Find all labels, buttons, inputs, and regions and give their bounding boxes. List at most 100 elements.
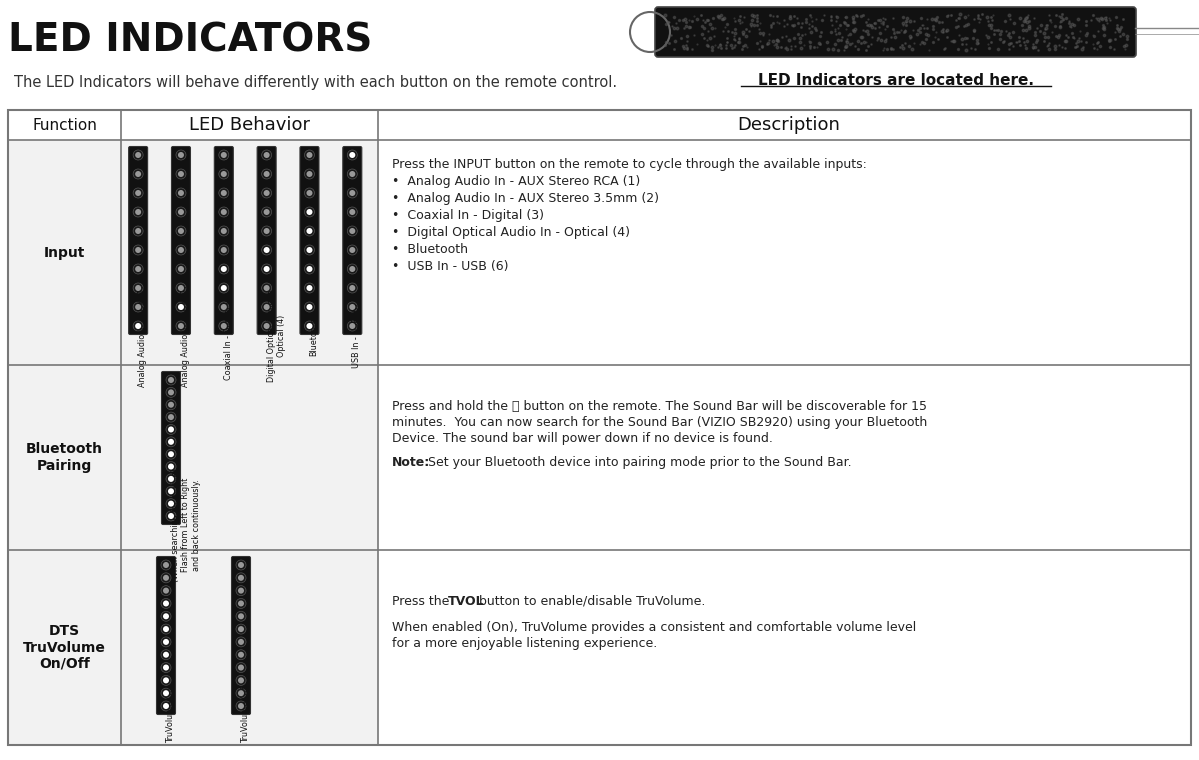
Circle shape: [163, 613, 169, 619]
Circle shape: [349, 285, 355, 291]
Circle shape: [305, 188, 314, 198]
Circle shape: [264, 190, 270, 196]
Circle shape: [133, 321, 143, 331]
Circle shape: [237, 677, 245, 683]
Circle shape: [168, 476, 174, 482]
Circle shape: [307, 190, 313, 196]
Text: Press and hold the ⎎ button on the remote. The Sound Bar will be discoverable fo: Press and hold the ⎎ button on the remot…: [392, 400, 927, 413]
Circle shape: [221, 247, 227, 253]
Circle shape: [307, 304, 313, 310]
Circle shape: [307, 209, 313, 215]
Circle shape: [307, 171, 313, 177]
Circle shape: [349, 228, 355, 234]
FancyBboxPatch shape: [343, 147, 362, 334]
Circle shape: [168, 402, 174, 407]
Text: •  Coaxial In - Digital (3): • Coaxial In - Digital (3): [392, 209, 544, 222]
Circle shape: [264, 285, 270, 291]
Circle shape: [163, 562, 169, 568]
Circle shape: [161, 650, 171, 660]
Circle shape: [221, 285, 227, 291]
Circle shape: [135, 304, 141, 310]
Circle shape: [163, 664, 169, 670]
Circle shape: [237, 652, 245, 657]
Circle shape: [305, 245, 314, 255]
Text: •  USB In - USB (6): • USB In - USB (6): [392, 260, 508, 273]
Circle shape: [176, 207, 186, 217]
FancyBboxPatch shape: [300, 147, 319, 334]
Circle shape: [165, 499, 176, 508]
FancyBboxPatch shape: [215, 147, 234, 334]
FancyBboxPatch shape: [157, 556, 175, 714]
Circle shape: [133, 226, 143, 236]
Text: TruVolume On: TruVolume On: [165, 687, 175, 743]
Circle shape: [349, 323, 355, 329]
Circle shape: [307, 285, 313, 291]
Circle shape: [168, 513, 174, 519]
FancyBboxPatch shape: [257, 147, 276, 334]
Text: for a more enjoyable listening experience.: for a more enjoyable listening experienc…: [392, 637, 657, 650]
Circle shape: [348, 264, 357, 274]
Circle shape: [176, 302, 186, 312]
Circle shape: [165, 449, 176, 459]
Circle shape: [161, 560, 171, 570]
Circle shape: [177, 304, 183, 310]
Circle shape: [177, 266, 183, 272]
Circle shape: [168, 501, 174, 507]
Circle shape: [168, 464, 174, 470]
Circle shape: [135, 323, 141, 329]
Circle shape: [237, 613, 245, 619]
Circle shape: [261, 283, 272, 293]
Circle shape: [261, 245, 272, 255]
Circle shape: [221, 266, 227, 272]
Circle shape: [221, 190, 227, 196]
Circle shape: [176, 226, 186, 236]
Circle shape: [161, 624, 171, 634]
Circle shape: [261, 169, 272, 179]
Bar: [8, 365, 378, 550]
Circle shape: [177, 171, 183, 177]
Circle shape: [349, 209, 355, 215]
Circle shape: [218, 283, 229, 293]
Text: USB In - USB (6): USB In - USB (6): [353, 304, 361, 369]
Circle shape: [161, 598, 171, 609]
Circle shape: [161, 611, 171, 621]
Circle shape: [236, 676, 246, 686]
Circle shape: [133, 188, 143, 198]
Circle shape: [176, 245, 186, 255]
Circle shape: [165, 375, 176, 385]
Circle shape: [348, 207, 357, 217]
Circle shape: [133, 169, 143, 179]
Circle shape: [133, 302, 143, 312]
Circle shape: [177, 209, 183, 215]
Circle shape: [236, 689, 246, 698]
Circle shape: [349, 247, 355, 253]
Circle shape: [221, 152, 227, 158]
Circle shape: [236, 624, 246, 634]
Circle shape: [305, 264, 314, 274]
Circle shape: [348, 188, 357, 198]
Circle shape: [348, 283, 357, 293]
FancyBboxPatch shape: [655, 7, 1135, 57]
Circle shape: [307, 266, 313, 272]
Circle shape: [177, 190, 183, 196]
Circle shape: [135, 209, 141, 215]
Circle shape: [307, 323, 313, 329]
Circle shape: [165, 511, 176, 521]
Text: Input: Input: [44, 245, 85, 259]
Text: Bluetooth: Bluetooth: [309, 316, 319, 356]
Circle shape: [161, 637, 171, 647]
Circle shape: [349, 266, 355, 272]
Circle shape: [237, 575, 245, 581]
Circle shape: [218, 150, 229, 160]
Circle shape: [163, 690, 169, 696]
Circle shape: [237, 703, 245, 709]
Circle shape: [305, 169, 314, 179]
Circle shape: [305, 226, 314, 236]
Circle shape: [177, 228, 183, 234]
Circle shape: [236, 611, 246, 621]
Text: Description: Description: [737, 116, 840, 134]
Circle shape: [161, 689, 171, 698]
Circle shape: [176, 169, 186, 179]
Text: The LED Indicators will behave differently with each button on the remote contro: The LED Indicators will behave different…: [14, 75, 617, 90]
Text: LED INDICATORS: LED INDICATORS: [8, 21, 373, 59]
